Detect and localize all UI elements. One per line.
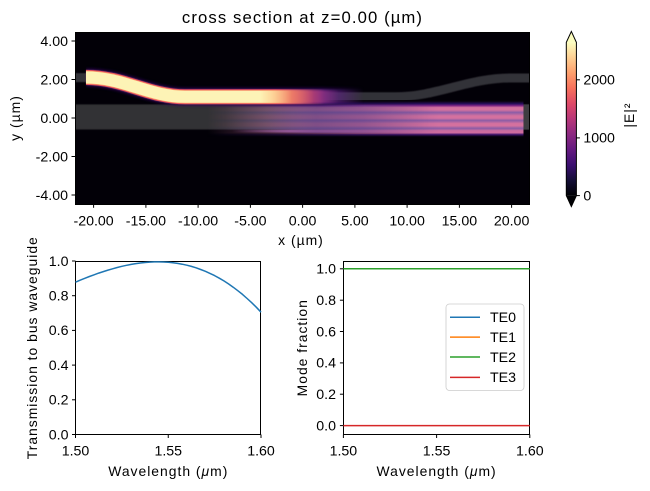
svg-text:5.00: 5.00 [341, 214, 369, 230]
svg-text:0.4: 0.4 [316, 356, 336, 372]
svg-text:2000: 2000 [583, 73, 615, 89]
svg-text:0.2: 0.2 [49, 393, 69, 409]
svg-text:Transmission to bus waveguide: Transmission to bus waveguide [24, 236, 40, 459]
svg-text:0.2: 0.2 [316, 387, 336, 403]
svg-text:1.50: 1.50 [330, 444, 358, 460]
svg-text:0.00: 0.00 [40, 111, 68, 127]
svg-text:0: 0 [583, 188, 591, 204]
svg-text:-10.00: -10.00 [178, 214, 218, 230]
svg-text:0.6: 0.6 [316, 324, 336, 340]
svg-text:1.60: 1.60 [516, 444, 544, 460]
svg-text:x (µm): x (µm) [278, 232, 324, 248]
svg-text:20.00: 20.00 [494, 214, 530, 230]
svg-text:0.00: 0.00 [289, 214, 317, 230]
svg-text:-2.00: -2.00 [36, 149, 68, 165]
svg-text:15.00: 15.00 [442, 214, 478, 230]
svg-text:-20.00: -20.00 [73, 214, 113, 230]
svg-text:-15.00: -15.00 [126, 214, 166, 230]
svg-text:1.55: 1.55 [423, 444, 451, 460]
svg-text:4.00: 4.00 [40, 34, 68, 50]
svg-text:1.0: 1.0 [316, 262, 336, 278]
svg-text:0.4: 0.4 [49, 358, 69, 374]
svg-text:0.8: 0.8 [49, 289, 69, 305]
svg-text:1000: 1000 [583, 131, 615, 147]
svg-text:2.00: 2.00 [40, 72, 68, 88]
svg-text:0.0: 0.0 [49, 427, 69, 443]
svg-text:TE3: TE3 [490, 370, 516, 386]
svg-text:Wavelength (μm): Wavelength (μm) [377, 463, 497, 479]
svg-text:y (µm): y (µm) [7, 95, 23, 141]
svg-text:TE0: TE0 [490, 310, 516, 326]
svg-text:TE2: TE2 [490, 350, 516, 366]
svg-text:-5.00: -5.00 [234, 214, 266, 230]
svg-text:cross section at z=0.00 (µm): cross section at z=0.00 (µm) [182, 8, 423, 27]
svg-text:0.6: 0.6 [49, 323, 69, 339]
svg-text:Wavelength (μm): Wavelength (μm) [108, 463, 228, 479]
svg-text:1.60: 1.60 [247, 444, 275, 460]
svg-text:1.55: 1.55 [154, 444, 182, 460]
svg-text:-4.00: -4.00 [36, 188, 68, 204]
svg-text:Mode fraction: Mode fraction [294, 299, 310, 396]
svg-text:TE1: TE1 [490, 330, 516, 346]
svg-text:|E|²: |E|² [621, 102, 637, 127]
svg-text:0.0: 0.0 [316, 418, 336, 434]
svg-text:1.0: 1.0 [49, 254, 69, 270]
svg-text:10.00: 10.00 [389, 214, 425, 230]
svg-text:1.50: 1.50 [62, 444, 90, 460]
svg-text:0.8: 0.8 [316, 293, 336, 309]
